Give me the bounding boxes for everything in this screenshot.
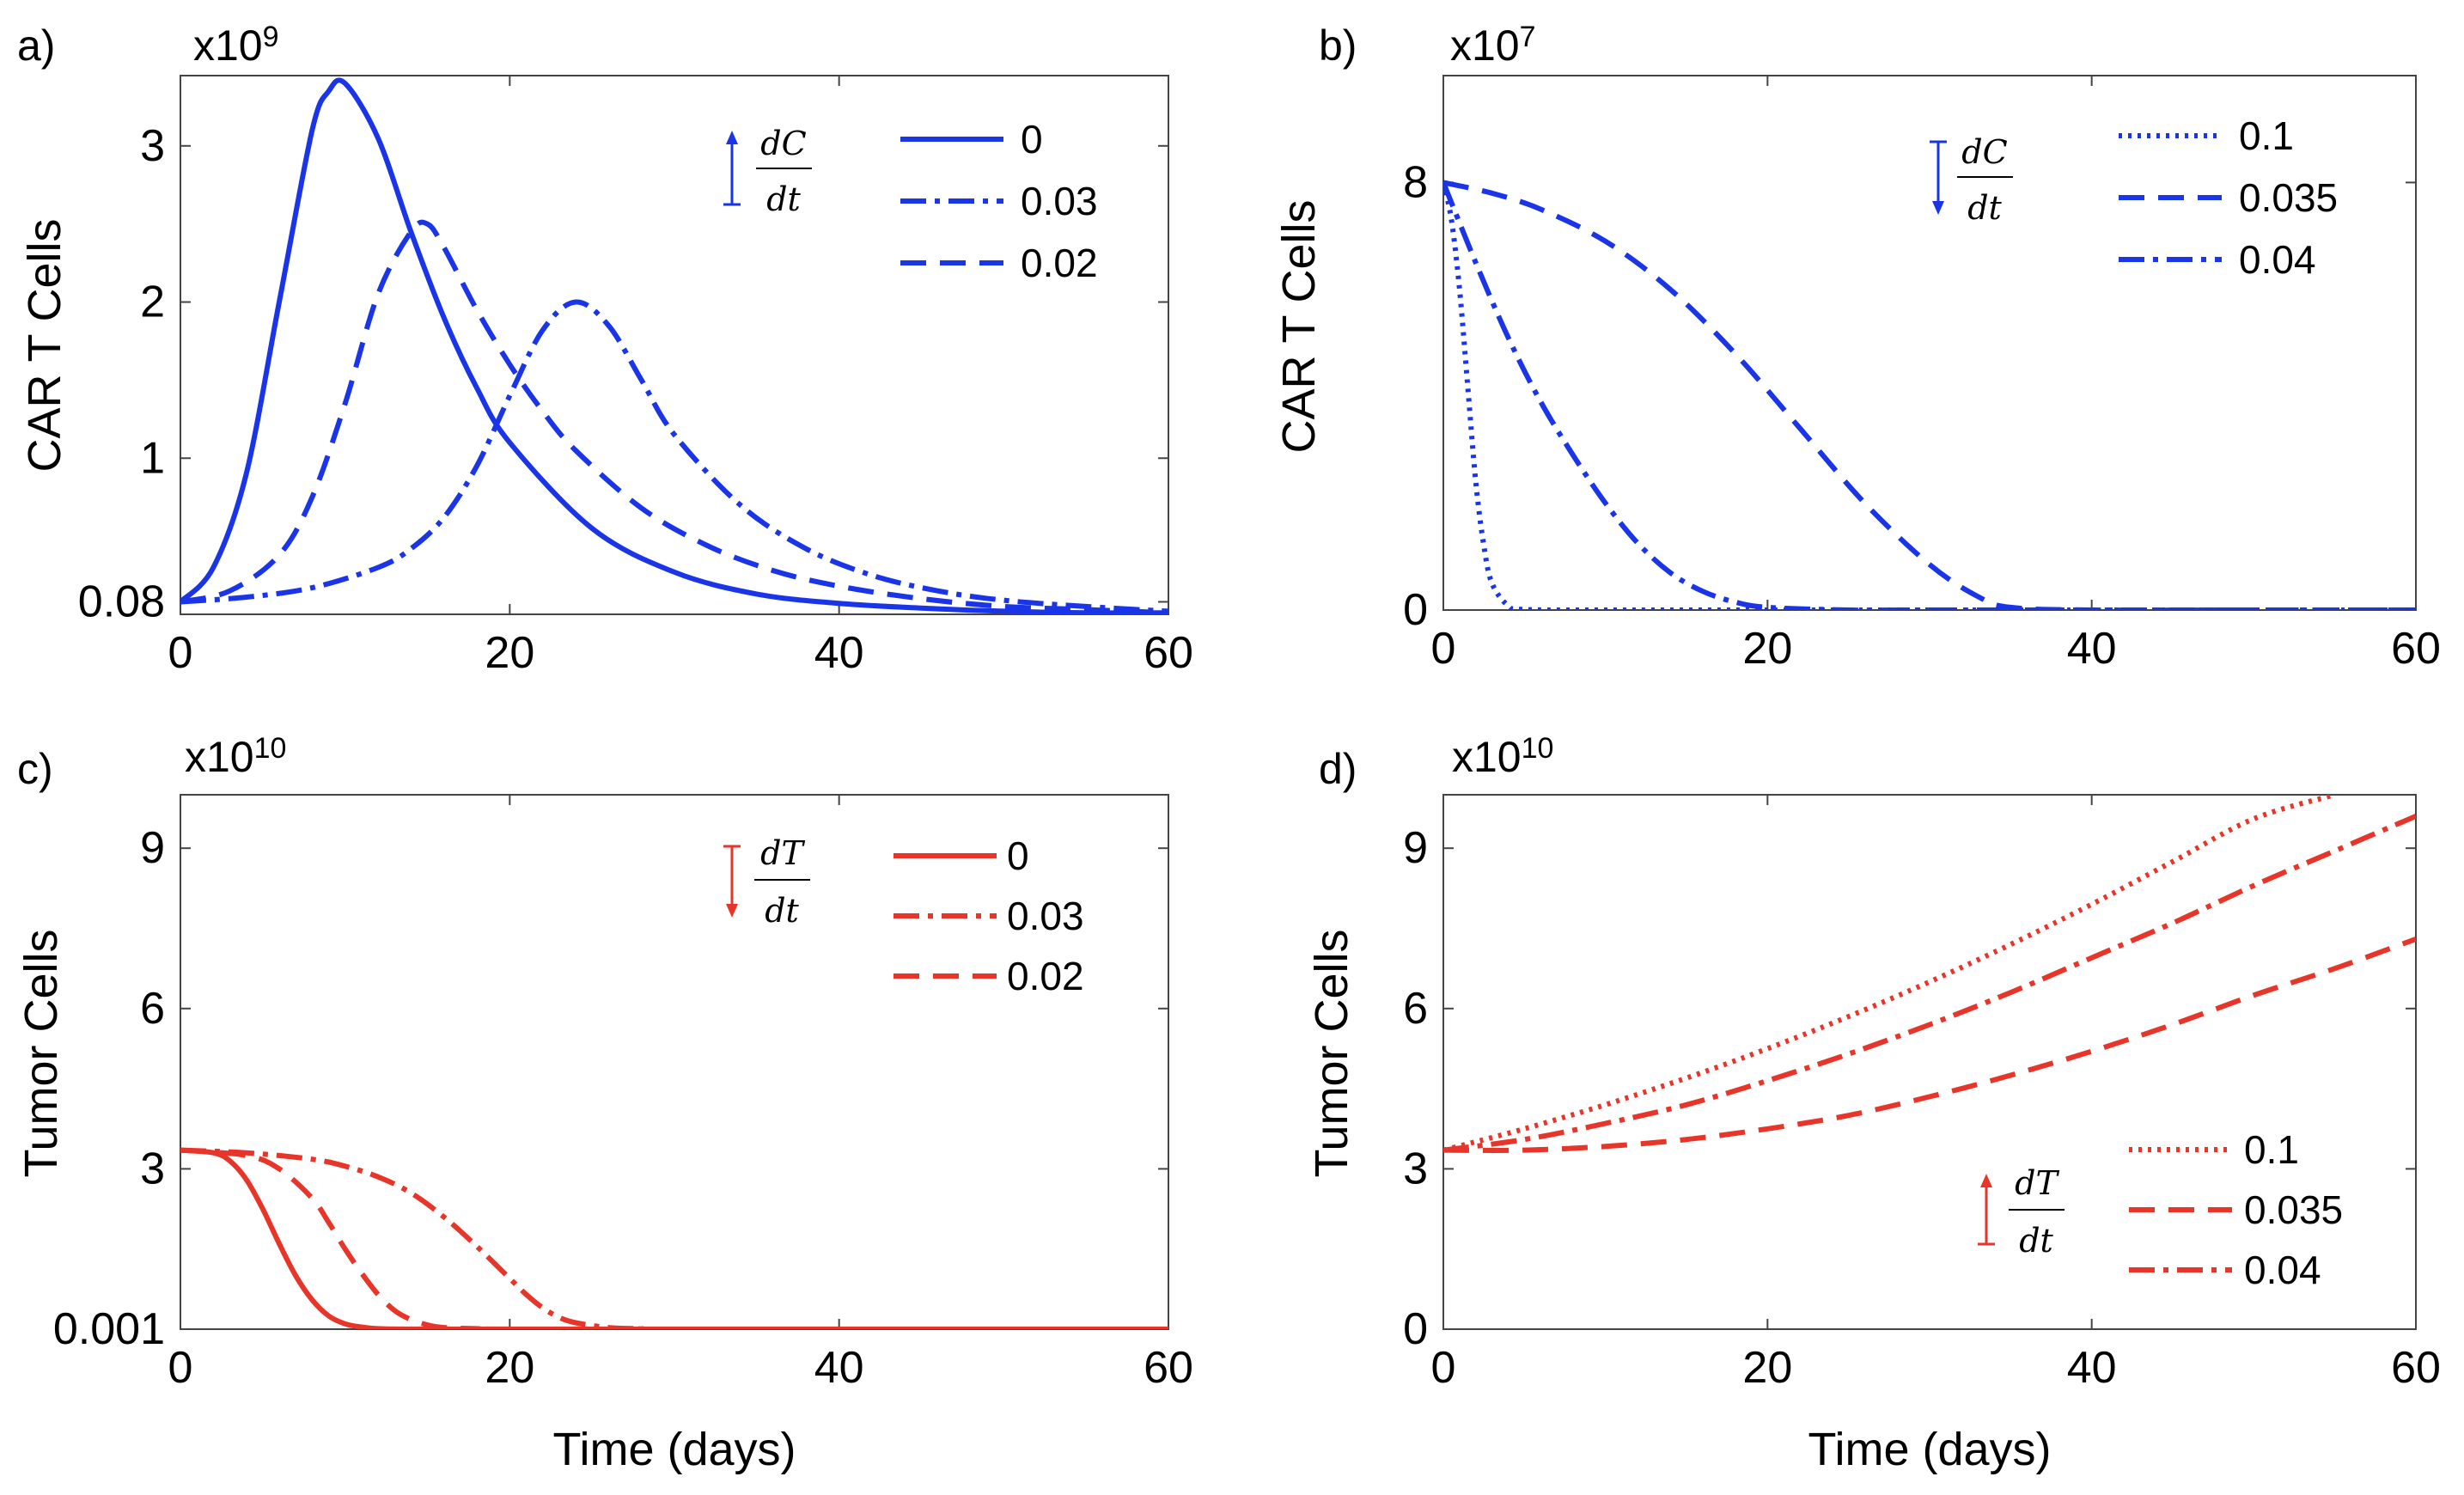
panel-a-x-tick-label: 60	[1144, 628, 1193, 678]
panel-d-x-axis-label: Time (days)	[1808, 1424, 2051, 1475]
panel-b-y-tick-label: 0	[1403, 585, 1428, 635]
panel-c-marks: 0 20 40 60 0.001 3 6 9	[53, 795, 1193, 1393]
panel-a-legend-label-0: 0	[1021, 117, 1043, 162]
panel-c-legend-symbol-numerator: dT	[760, 834, 805, 872]
panel-d-series-0-line	[1443, 795, 2336, 1153]
panel-d: d) x1010 Tumor Cells Time (days) 0 20 40 60…	[1306, 732, 2441, 1475]
panel-b-legend: 0.1 0.035 0.04 dC dt	[1930, 113, 2338, 282]
panel-a-up-arrow-icon	[723, 131, 741, 206]
panel-c-scale-exponent: x1010	[185, 732, 286, 781]
panel-a-legend-symbol-numerator: dC	[760, 125, 806, 162]
panel-b-legend-label-2: 0.04	[2239, 237, 2316, 282]
panel-d-y-tick-label: 3	[1403, 1144, 1428, 1193]
panel-c-legend-symbol-denominator: dt	[765, 892, 799, 930]
panel-c-down-arrow-icon	[723, 845, 741, 918]
panel-a-y-tick-label: 1	[140, 433, 165, 483]
panel-b-y-tick-label: 8	[1403, 157, 1428, 207]
panel-a-legend: 0 0.03 0.02 dC dt	[723, 117, 1098, 285]
panel-a-legend-symbol-denominator: dt	[766, 180, 801, 218]
panel-a-y-tick-label: 2	[140, 278, 165, 327]
panel-c-x-tick-label: 60	[1144, 1343, 1193, 1393]
panel-a-legend-label-2: 0.02	[1021, 241, 1098, 285]
panel-c-legend-symbol: dT dt	[723, 834, 810, 930]
panel-b-label: b)	[1319, 21, 1357, 70]
panel-a-series-0-line	[180, 77, 1168, 614]
panel-d-marks: 0 20 40 60 0 3 6 9	[1403, 795, 2441, 1393]
panel-d-legend-symbol: dT dt	[1978, 1164, 2065, 1260]
panel-c-x-tick-label: 40	[814, 1343, 864, 1393]
panel-a-marks: 0 20 40 60 0.08 1 2 3	[78, 76, 1193, 678]
panel-b-scale-exponent: x107	[1450, 21, 1536, 70]
panel-c-legend-label-2: 0.02	[1007, 954, 1084, 998]
panel-d-legend-label-0: 0.1	[2244, 1127, 2299, 1172]
panel-c-series-0-line	[180, 1147, 1168, 1329]
panel-b-legend-symbol-denominator: dt	[1967, 189, 2002, 227]
panel-b-legend-label-1: 0.035	[2239, 175, 2338, 220]
panel-b-y-axis-label: CAR T Cells	[1273, 199, 1325, 453]
panel-b-x-tick-label: 20	[1742, 624, 1792, 674]
panel-b-marks: 0 20 40 60 0 8	[1403, 76, 2441, 674]
panel-b-series-1-line	[1443, 180, 2416, 610]
panel-d-scale-exponent: x1010	[1452, 732, 1553, 781]
panel-d-series-1-line	[1443, 937, 2416, 1153]
panel-d-y-tick-label: 0	[1403, 1304, 1428, 1354]
panel-d-legend: 0.1 0.035 0.04 dT dt	[1978, 1127, 2343, 1292]
panel-d-legend-label-2: 0.04	[2244, 1248, 2321, 1292]
panel-d-legend-label-1: 0.035	[2244, 1187, 2343, 1232]
panel-b-legend-label-0: 0.1	[2239, 113, 2294, 158]
panel-c-y-tick-label: 0.001	[53, 1304, 165, 1354]
panel-a-series-1-line	[180, 299, 1168, 614]
panel-c-y-axis-label: Tumor Cells	[15, 929, 67, 1177]
panel-c-y-tick-label: 3	[140, 1144, 165, 1193]
panel-d-series-2-line	[1443, 814, 2416, 1153]
panel-c-legend-label-0: 0	[1007, 833, 1029, 878]
panel-d-y-tick-label: 6	[1403, 984, 1428, 1034]
panel-c-x-tick-label: 0	[168, 1343, 193, 1393]
panel-d-x-tick-label: 0	[1431, 1343, 1456, 1393]
panel-d-up-arrow-icon	[1978, 1174, 1995, 1246]
panel-b-legend-symbol: dC dt	[1930, 133, 2013, 227]
panel-a-scale-exponent: x109	[193, 21, 279, 70]
panel-a-y-axis-label: CAR T Cells	[19, 218, 70, 472]
panel-a-legend-label-1: 0.03	[1021, 179, 1098, 223]
panel-c: c) x1010 Tumor Cells Time (days) 0 20 40 60…	[15, 732, 1193, 1475]
panel-b-x-tick-label: 40	[2067, 624, 2117, 674]
panel-d-x-tick-label: 40	[2067, 1343, 2117, 1393]
panel-d-legend-symbol-numerator: dT	[2015, 1164, 2059, 1202]
panel-b-legend-symbol-numerator: dC	[1961, 133, 2007, 171]
panel-c-legend: 0 0.03 0.02 dT dt	[723, 833, 1084, 998]
panel-a-x-tick-label: 20	[485, 628, 534, 678]
panel-d-label: d)	[1319, 745, 1357, 793]
panel-c-y-tick-label: 6	[140, 984, 165, 1034]
panel-d-legend-symbol-denominator: dt	[2019, 1222, 2053, 1260]
panel-d-y-tick-label: 9	[1403, 823, 1428, 873]
panel-d-frame	[1442, 794, 2417, 1330]
panel-c-label: c)	[17, 745, 53, 793]
panel-a-x-tick-label: 0	[168, 628, 193, 678]
panel-b-x-tick-label: 0	[1431, 624, 1456, 674]
panel-c-y-tick-label: 9	[140, 823, 165, 873]
panel-a-x-tick-label: 40	[814, 628, 864, 678]
panel-d-x-tick-label: 20	[1742, 1343, 1792, 1393]
panel-b-down-arrow-icon	[1930, 140, 1947, 215]
panel-c-x-axis-label: Time (days)	[552, 1424, 796, 1475]
panel-a-legend-symbol: dC dt	[723, 125, 812, 218]
panel-c-series-2-line	[180, 1147, 1168, 1329]
panel-b: b) x107 CAR T Cells 0 20 40 60 0 8 0.1 0.035 …	[1273, 21, 2441, 674]
panel-a-series-2-line	[180, 219, 1168, 614]
panel-a-y-tick-label: 3	[140, 121, 165, 171]
panel-c-series-1-line	[180, 1147, 1168, 1329]
panel-a: a) x109 CAR T Cells 0 20 40 60 0.08 1 2 3 0 0.0…	[17, 21, 1193, 678]
panel-c-legend-label-1: 0.03	[1007, 894, 1084, 938]
panel-d-x-tick-label: 60	[2391, 1343, 2441, 1393]
panel-d-y-axis-label: Tumor Cells	[1306, 929, 1357, 1177]
panel-a-label: a)	[17, 21, 55, 70]
panel-a-frame	[180, 75, 1169, 615]
panel-b-x-tick-label: 60	[2391, 624, 2441, 674]
panel-a-y-tick-label: 0.08	[78, 577, 165, 626]
panel-c-x-tick-label: 20	[485, 1343, 534, 1393]
